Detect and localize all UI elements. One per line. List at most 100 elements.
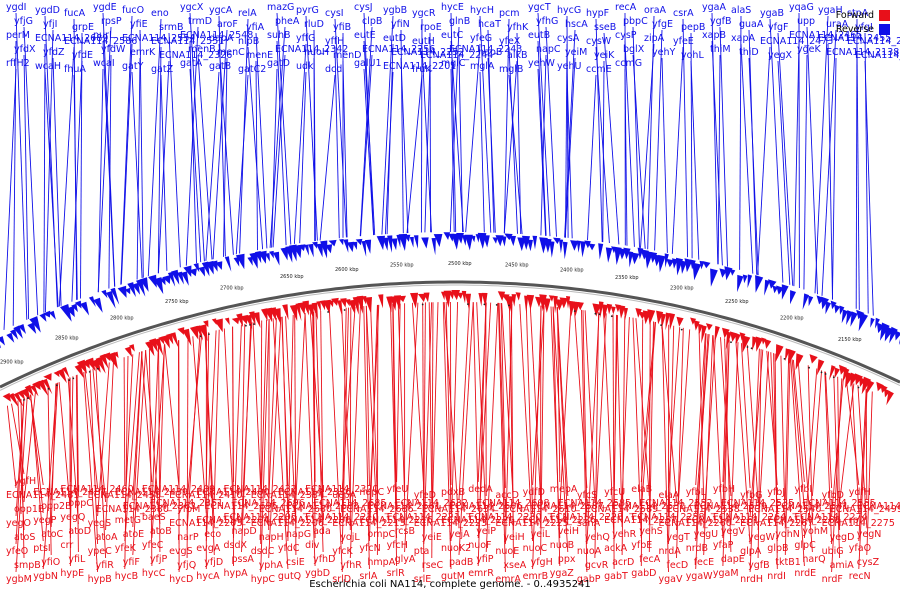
gene-label: rpoE [420, 22, 442, 33]
label-connector [304, 313, 316, 567]
feature-marker [253, 323, 256, 325]
forward-feature [364, 297, 372, 314]
forward-feature [203, 320, 209, 328]
gene-label: yeiP [476, 526, 496, 537]
forward-feature [95, 356, 106, 374]
reverse-feature [80, 301, 90, 316]
forward-feature [559, 297, 568, 309]
forward-feature [755, 336, 763, 352]
gene-label: nrdB [686, 543, 708, 554]
forward-feature [764, 338, 772, 349]
gene-label: fecD [667, 560, 689, 571]
gene-label: pcm [499, 8, 520, 19]
label-connector [603, 312, 615, 542]
forward-feature [166, 333, 174, 345]
gene-label: yfaP [713, 540, 734, 551]
label-connector [784, 358, 790, 500]
feature-marker [249, 324, 251, 326]
gene-label: srmB [159, 22, 183, 33]
label-connector [540, 54, 547, 236]
label-connector [23, 26, 39, 316]
gene-label: div [305, 540, 320, 551]
gene-label: pdxB [441, 487, 465, 498]
feature-marker [824, 373, 827, 375]
reverse-feature [421, 237, 429, 249]
forward-feature [74, 364, 85, 379]
feature-marker [199, 335, 202, 338]
forward-feature [610, 306, 616, 315]
gene-label: ygbD [305, 568, 330, 579]
gene-label: mazG [267, 2, 294, 13]
gene-label: ygfB [748, 560, 770, 571]
reverse-feature [580, 241, 586, 258]
label-connector [365, 305, 378, 528]
reverse-feature [65, 305, 75, 318]
reverse-feature [233, 257, 240, 267]
reverse-feature [110, 287, 120, 305]
label-connector [814, 15, 829, 294]
label-connector [370, 305, 378, 500]
tick-label: 2700 kbp [220, 285, 244, 291]
label-connector [223, 328, 234, 511]
gene-label: ECNA114_2223 [414, 518, 487, 529]
label-connector [328, 309, 343, 573]
feature-marker [467, 303, 469, 305]
gene-label: napH [259, 532, 284, 543]
forward-feature [511, 294, 517, 307]
gene-label: ECNA114_2432 [224, 484, 297, 495]
gene-label: ypeC [88, 546, 112, 557]
gene-label: ECNA114_2409 [142, 484, 215, 495]
label-connector [472, 302, 479, 511]
label-connector [218, 43, 234, 255]
label-connector [272, 54, 286, 248]
label-connector [825, 371, 833, 489]
label-connector [584, 310, 596, 503]
reverse-feature [623, 247, 631, 260]
label-connector [281, 316, 289, 486]
gene-label: yegD [830, 532, 855, 543]
label-connector [556, 307, 569, 525]
gene-label: ECNA114_2336 [278, 487, 351, 498]
gene-label: ygaB [760, 8, 784, 19]
gene-label: aroF [217, 19, 238, 30]
forward-feature [515, 292, 521, 301]
reverse-feature [846, 310, 853, 325]
label-connector [205, 332, 210, 486]
label-connector [550, 306, 561, 539]
reverse-feature [570, 240, 579, 251]
forward-feature [107, 352, 118, 370]
label-connector [445, 301, 452, 514]
label-connector [586, 312, 600, 545]
forward-feature [389, 296, 397, 311]
feature-marker [857, 386, 860, 389]
label-connector [17, 400, 25, 531]
label-connector [449, 26, 460, 233]
forward-feature [211, 318, 217, 325]
reverse-feature [60, 304, 72, 322]
gene-label: ygcT [528, 2, 551, 13]
gene-label: yfjP [150, 554, 168, 565]
label-connector [487, 57, 496, 233]
reverse-feature [509, 235, 516, 247]
forward-feature [177, 327, 185, 335]
reverse-feature [193, 263, 200, 273]
forward-feature [8, 393, 19, 408]
reverse-feature [159, 277, 166, 286]
gene-label: ECNA114_2267 [740, 518, 813, 529]
label-connector [76, 374, 79, 497]
label-connector [624, 68, 628, 246]
label-connector [132, 351, 143, 500]
forward-feature [170, 332, 179, 349]
gene-label: gatD [267, 58, 290, 69]
label-connector [73, 74, 78, 300]
label-connector [363, 306, 370, 570]
label-connector [654, 29, 663, 251]
forward-feature [253, 312, 261, 328]
gene-label: rpsP [101, 16, 122, 27]
gene-label: yfcN [359, 543, 380, 554]
reverse-feature [404, 234, 411, 242]
reverse-feature [492, 237, 498, 244]
label-connector [803, 54, 808, 290]
gene-label: ECNA114_2326 [159, 50, 232, 61]
gene-label: yfgF [768, 22, 788, 33]
